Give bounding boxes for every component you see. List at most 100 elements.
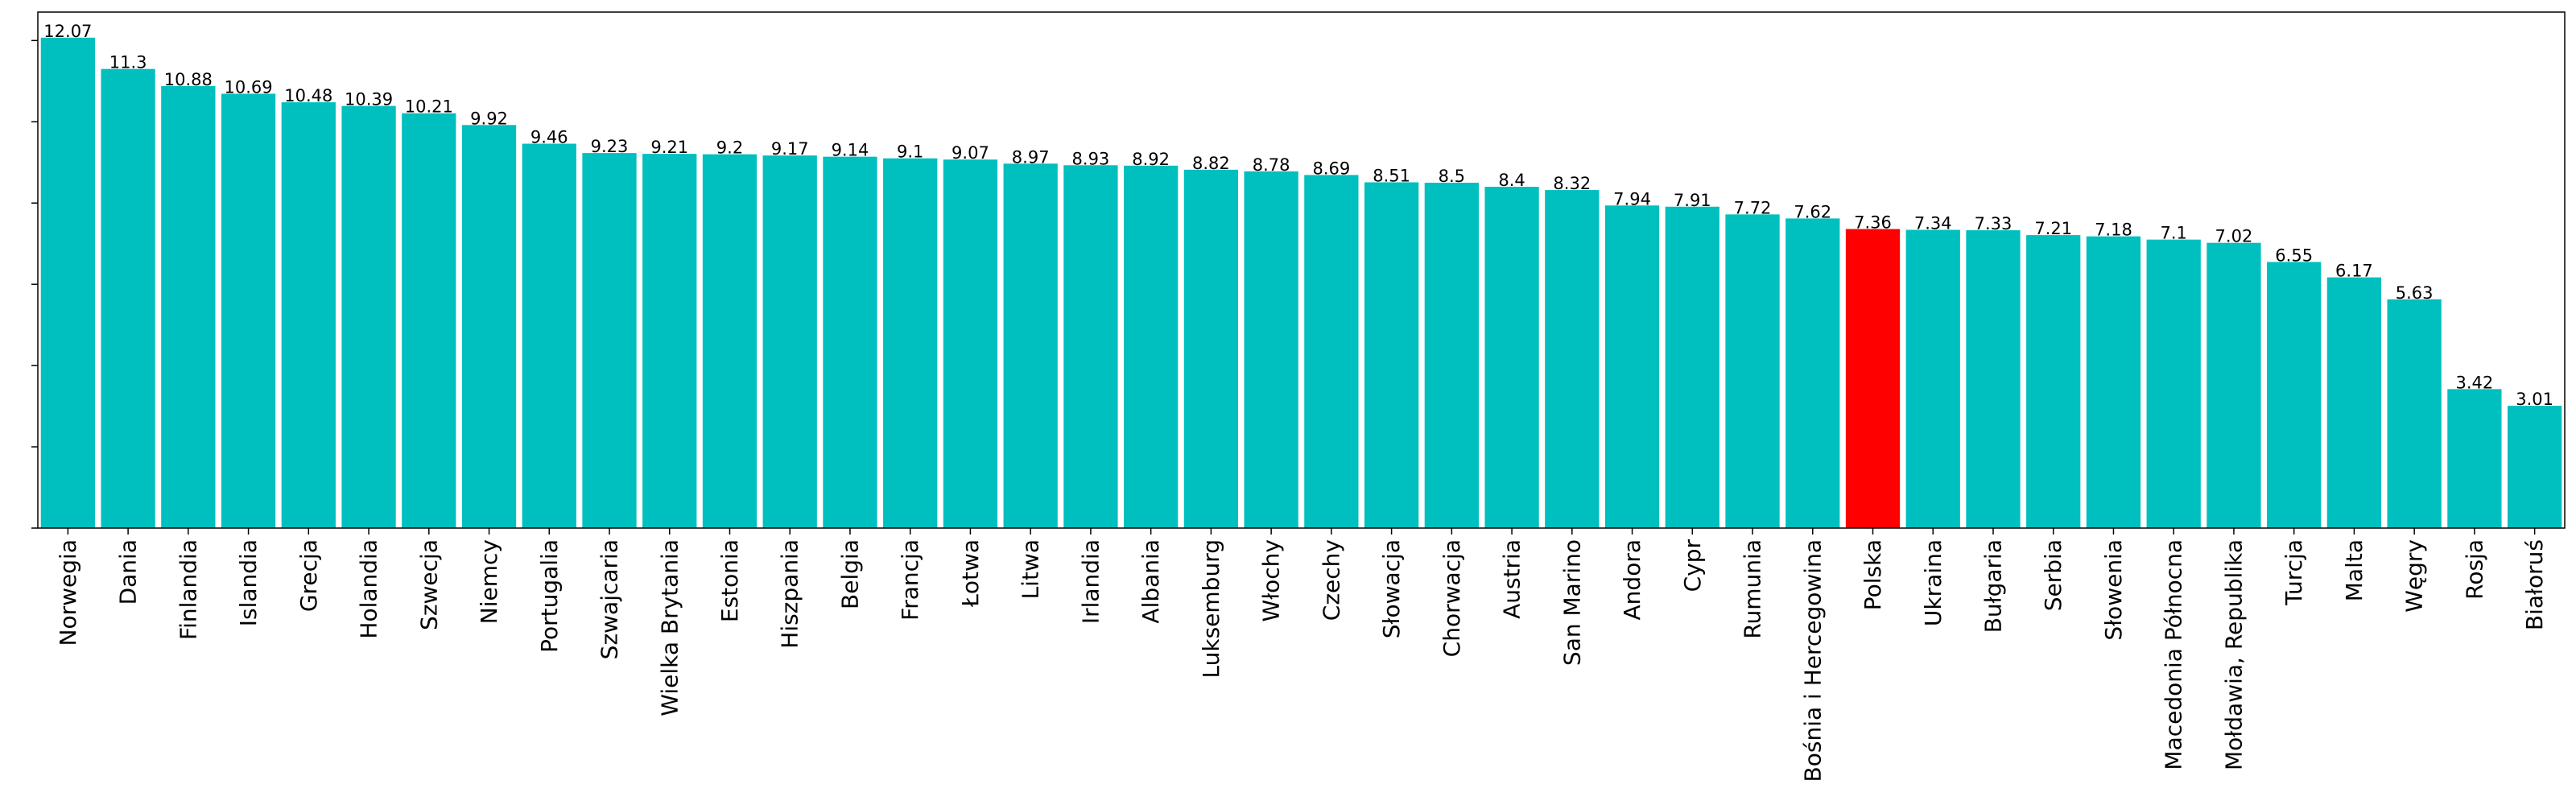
bar-36 (2207, 242, 2261, 528)
bar-27 (1665, 206, 1719, 528)
x-tick-label: San Marino (1558, 539, 1585, 666)
x-tick-label: Luksemburg (1198, 539, 1224, 678)
x-tick-label: Norwegia (55, 539, 81, 646)
bar-33 (2026, 235, 2081, 528)
bar-value-label: 7.94 (1613, 189, 1651, 208)
x-tick-label: Węgry (2401, 539, 2428, 613)
x-tick-label: Słowacja (1378, 539, 1405, 638)
x-tick-label: Niemcy (476, 539, 502, 624)
value-labels-group: 12.07 11.3 10.88 10.69 10.48 10.39 10.21 9.92 9.… (43, 22, 2553, 409)
x-tick-label: Albania (1137, 539, 1164, 624)
x-tick-label: Czechy (1318, 539, 1344, 621)
x-tick-label: Szwecja (415, 539, 442, 630)
bar-value-label: 12.07 (43, 22, 92, 41)
x-tick-label: Andora (1619, 539, 1645, 620)
bar-12 (762, 155, 817, 529)
bar-value-label: 7.36 (1854, 213, 1892, 233)
bar-value-label: 3.42 (2456, 373, 2494, 392)
bar-value-label: 8.97 (1012, 147, 1050, 167)
x-tick-label: Serbia (2040, 539, 2066, 611)
bar-7 (461, 125, 517, 528)
bar-value-label: 7.02 (2215, 227, 2253, 246)
bar-value-label: 7.1 (2160, 224, 2186, 243)
bar-value-label: 7.34 (1914, 214, 1952, 233)
bar-19 (1183, 169, 1239, 528)
bar-29 (1785, 218, 1840, 528)
x-tick-label: Dania (115, 539, 142, 605)
bar-value-label: 10.21 (405, 97, 453, 117)
bar-14 (883, 158, 938, 528)
bar-value-label: 6.55 (2275, 246, 2313, 265)
bar-39 (2387, 299, 2442, 528)
bar-13 (823, 156, 877, 528)
x-tick-label: Holandia (356, 539, 382, 639)
x-tick-label: Włochy (1258, 539, 1285, 621)
bar-value-label: 7.72 (1734, 198, 1772, 217)
x-tick-label: Portugalia (536, 539, 563, 653)
plot-frame (37, 11, 2566, 529)
x-tick-label: Polska (1860, 539, 1886, 610)
x-tick-label: Francja (897, 539, 923, 621)
bar-1 (101, 68, 155, 528)
x-tick-label: Irlandia (1077, 539, 1104, 624)
bar-32 (1966, 230, 2021, 528)
bar-value-label: 10.69 (225, 77, 273, 97)
x-tick-label: Rumunia (1740, 539, 1766, 639)
bar-value-label: 7.91 (1674, 191, 1711, 210)
bar-37 (2267, 262, 2322, 528)
bar-value-label: 8.32 (1553, 174, 1591, 193)
x-axis-ticks: Norwegia Dania Finlandia Islandia Grecja Hola… (55, 528, 2548, 782)
bar-16 (1003, 163, 1058, 528)
bar-0 (40, 37, 95, 529)
x-tick-label: Malta (2341, 539, 2368, 601)
bar-value-label: 8.69 (1312, 159, 1350, 178)
x-tick-label: Grecja (295, 539, 322, 612)
bar-value-label: 8.5 (1439, 167, 1465, 186)
x-tick-label: Łotwa (957, 539, 984, 608)
bar-38 (2326, 277, 2382, 528)
bar-21 (1304, 175, 1359, 528)
bar-28 (1725, 214, 1780, 528)
bar-value-label: 7.18 (2095, 221, 2132, 240)
bar-value-label: 10.39 (345, 90, 393, 109)
bar-31 (1905, 229, 1960, 528)
bar-30 (1845, 229, 1901, 528)
bar-8 (522, 143, 576, 528)
x-tick-label: Białoruś (2521, 539, 2548, 630)
bar-3 (221, 93, 276, 528)
bar-6 (402, 113, 456, 528)
bar-value-label: 9.46 (530, 128, 568, 147)
bar-value-label: 6.17 (2335, 262, 2373, 281)
bar-value-label: 8.51 (1373, 166, 1410, 185)
bar-value-label: 8.82 (1192, 154, 1230, 173)
bar-11 (702, 154, 758, 528)
x-tick-label: Wielka Brytania (656, 539, 683, 716)
x-tick-label: Ukraina (1920, 539, 1946, 626)
bar-value-label: 11.3 (109, 53, 147, 72)
bar-23 (1424, 182, 1479, 529)
bar-25 (1545, 190, 1600, 528)
bar-value-label: 8.93 (1072, 149, 1110, 168)
x-tick-label: Chorwacja (1439, 539, 1465, 657)
x-tick-label: Belgia (836, 539, 863, 609)
bar-value-label: 9.07 (952, 143, 989, 163)
x-tick-label: Hiszpania (777, 539, 803, 649)
bar-value-label: 9.21 (650, 138, 688, 157)
x-tick-label: Austria (1499, 539, 1525, 619)
x-tick-label: Estonia (716, 539, 743, 622)
bar-value-label: 10.88 (164, 70, 213, 89)
bars-group (40, 37, 2562, 529)
bar-15 (943, 159, 998, 528)
x-tick-label: Cypr (1679, 539, 1706, 592)
bar-20 (1244, 171, 1298, 528)
bar-10 (642, 154, 697, 528)
x-tick-label: Bośnia i Hercegowina (1799, 539, 1826, 782)
bar-value-label: 9.2 (716, 138, 743, 158)
bar-40 (2447, 389, 2502, 528)
bar-value-label: 9.1 (897, 142, 923, 162)
y-axis-ticks (31, 39, 38, 529)
bar-value-label: 9.92 (470, 109, 508, 128)
bar-35 (2146, 239, 2201, 528)
bar-17 (1063, 165, 1118, 528)
